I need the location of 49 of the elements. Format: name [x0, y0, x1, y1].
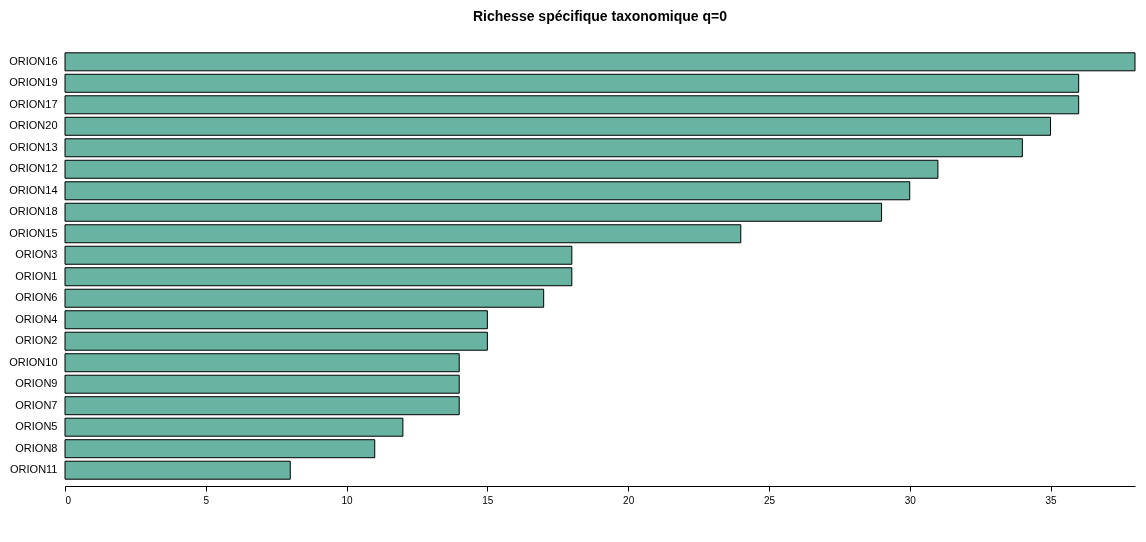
x-tick-label: 5 — [203, 494, 210, 506]
bar — [64, 460, 291, 480]
x-tick-label: 15 — [482, 494, 494, 506]
x-tick-label: 10 — [341, 494, 354, 506]
bar — [64, 138, 1023, 158]
y-tick-label: ORION7 — [15, 398, 58, 411]
bar — [64, 374, 460, 394]
bar — [64, 224, 742, 244]
y-tick-label: ORION9 — [15, 377, 58, 390]
bar — [64, 288, 545, 308]
y-tick-label: ORION4 — [15, 312, 58, 325]
y-tick-label: ORION8 — [15, 441, 58, 454]
bar — [64, 353, 460, 373]
y-tick-label: ORION11 — [10, 463, 58, 476]
bar — [64, 73, 1080, 93]
y-tick-label: ORION5 — [15, 420, 58, 433]
bar — [64, 439, 376, 459]
bar — [64, 331, 488, 351]
y-tick-label: ORION20 — [9, 119, 58, 132]
x-tick-label: 35 — [1045, 494, 1058, 506]
y-tick-label: ORION16 — [9, 54, 58, 67]
bar — [64, 52, 1136, 72]
y-tick-label: ORION19 — [9, 76, 58, 89]
bar — [64, 245, 573, 265]
y-tick-label: ORION18 — [9, 205, 58, 218]
x-tick-label: 20 — [623, 494, 635, 506]
x-tick-label: 0 — [65, 494, 72, 506]
bar — [64, 310, 488, 330]
y-tick-label: ORION13 — [9, 140, 58, 153]
x-tick-label: 25 — [763, 494, 776, 506]
y-tick-label: ORION2 — [15, 334, 58, 347]
bar — [64, 181, 911, 201]
bar — [64, 267, 573, 287]
bar — [64, 396, 460, 416]
bar — [64, 116, 1052, 136]
y-tick-label: ORION15 — [9, 226, 58, 239]
bar — [64, 95, 1080, 115]
x-tick-label: 30 — [904, 494, 917, 506]
y-tick-label: ORION10 — [9, 355, 58, 368]
y-tick-label: ORION17 — [9, 97, 58, 110]
bar — [64, 159, 939, 179]
y-tick-label: ORION3 — [15, 248, 58, 261]
y-tick-label: ORION1 — [15, 269, 58, 282]
bar — [64, 202, 883, 222]
y-tick-label: ORION6 — [15, 291, 58, 304]
bar — [64, 417, 404, 437]
y-tick-label: ORION14 — [9, 183, 58, 196]
y-tick-label: ORION12 — [9, 162, 58, 175]
chart-title: Richesse spécifique taxonomique q=0 — [472, 8, 728, 24]
